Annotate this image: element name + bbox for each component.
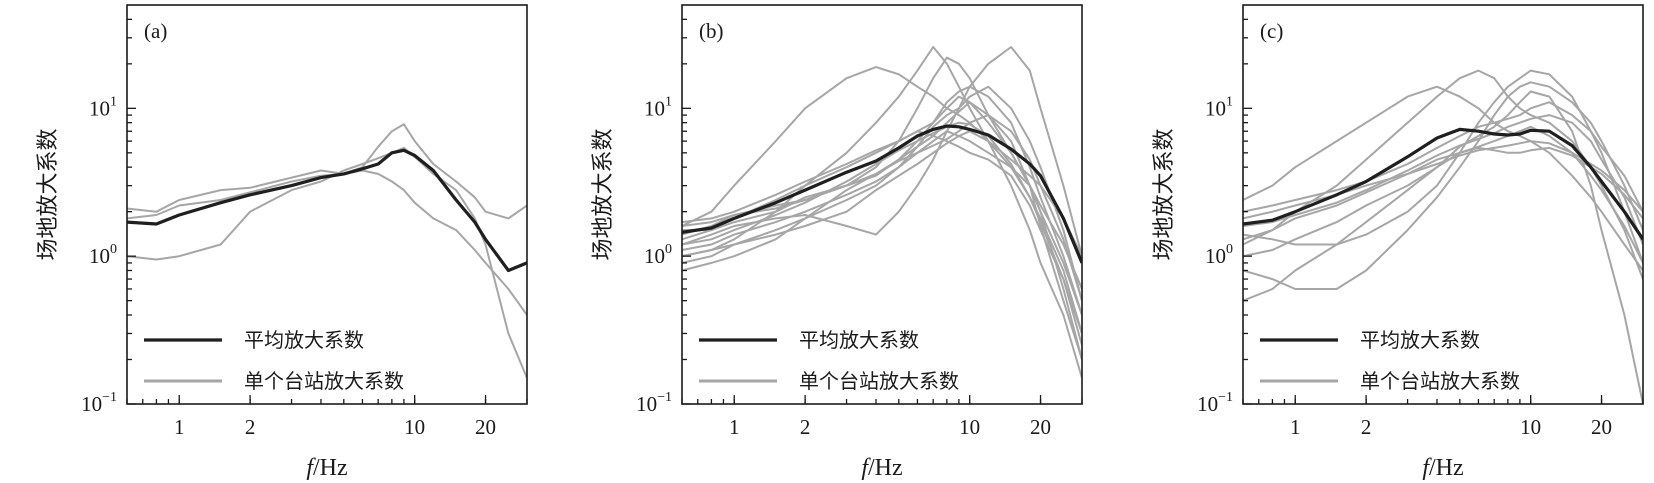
- x-tick-label: 20: [1591, 415, 1612, 439]
- station-line-3: [127, 169, 527, 316]
- x-tick-label: 1: [174, 415, 185, 439]
- station-line-10: [682, 85, 1082, 316]
- x-tick-label: 1: [729, 415, 740, 439]
- y-tick-label: 10−1: [81, 390, 117, 416]
- station-line-7: [1243, 125, 1643, 264]
- y-tick-label: 100: [1205, 242, 1233, 268]
- panel-b: 1 2 10 20 10−1 100 101 (b) 场地放大系数 f/Hz 平均放大系数单个台站放…: [591, 4, 1083, 481]
- y-axis-label: 场地放大系数: [36, 128, 61, 260]
- station-line-4: [682, 46, 1082, 379]
- x-tick-label: 1: [1290, 415, 1301, 439]
- panel-label: (a): [144, 19, 167, 43]
- station-line-3: [682, 46, 1082, 257]
- y-axis-label: 场地放大系数: [591, 128, 616, 260]
- y-tick-label: 101: [644, 94, 672, 120]
- station-line-8: [682, 130, 1082, 334]
- station-line-12: [682, 114, 1082, 301]
- y-tick-label: 101: [1205, 94, 1233, 120]
- x-axis-label: f/Hz: [861, 455, 902, 481]
- x-tick-label: 10: [1520, 415, 1541, 439]
- station-line-1: [682, 66, 1082, 334]
- panel-a: 1 2 10 20 10−1 100 101 (a) 场地放大系数 f/Hz 平均放大系数单个台站放…: [36, 4, 528, 481]
- y-tick-label: 101: [89, 94, 117, 120]
- plot-frame: [1242, 4, 1644, 405]
- station-line-4: [1243, 81, 1643, 290]
- series-group: [1243, 69, 1643, 404]
- panel-label: (c): [1260, 19, 1283, 43]
- x-axis-label: f/Hz: [1422, 455, 1463, 481]
- legend-mean-label: 平均放大系数: [799, 328, 919, 352]
- station-line-11: [682, 130, 1082, 258]
- station-line-2: [1243, 69, 1643, 280]
- mean-line: [682, 124, 1082, 264]
- station-line-9: [682, 85, 1082, 301]
- station-line-9: [1243, 90, 1643, 404]
- station-line-2: [127, 146, 527, 379]
- mean-line: [1243, 127, 1643, 241]
- station-line-1: [127, 123, 527, 220]
- legend-station-label: 单个台站放大系数: [799, 369, 959, 393]
- x-axis-label: f/Hz: [306, 455, 347, 481]
- station-line-5: [1243, 101, 1643, 213]
- x-tick-label: 10: [959, 415, 980, 439]
- y-axis-label: 场地放大系数: [1152, 128, 1177, 260]
- y-tick-label: 100: [644, 242, 672, 268]
- y-tick-label: 100: [89, 242, 117, 268]
- y-tick-label: 10−1: [1197, 390, 1233, 416]
- mean-line: [127, 148, 527, 273]
- station-line-13: [682, 121, 1082, 346]
- panel-label: (b): [699, 19, 724, 43]
- legend-mean-label: 平均放大系数: [244, 328, 364, 352]
- x-tick-label: 10: [404, 415, 425, 439]
- station-line-7: [682, 130, 1082, 290]
- x-tick-label: 2: [800, 415, 811, 439]
- series-group: [127, 123, 527, 379]
- x-tick-label: 2: [1361, 415, 1372, 439]
- legend-station-label: 单个台站放大系数: [244, 369, 404, 393]
- x-tick-label: 20: [1030, 415, 1051, 439]
- panel-c: 1 2 10 20 10−1 100 101 (c) 场地放大系数 f/Hz 平均放大系数单个台站放…: [1152, 4, 1644, 481]
- x-tick-label: 2: [245, 415, 256, 439]
- series-group: [682, 46, 1082, 379]
- station-line-5: [682, 101, 1082, 360]
- x-tick-label: 20: [475, 415, 496, 439]
- y-tick-label: 10−1: [636, 390, 672, 416]
- plot-frame: [126, 4, 528, 405]
- legend-mean-label: 平均放大系数: [1360, 328, 1480, 352]
- plot-frame: [681, 4, 1083, 405]
- legend-station-label: 单个台站放大系数: [1360, 369, 1520, 393]
